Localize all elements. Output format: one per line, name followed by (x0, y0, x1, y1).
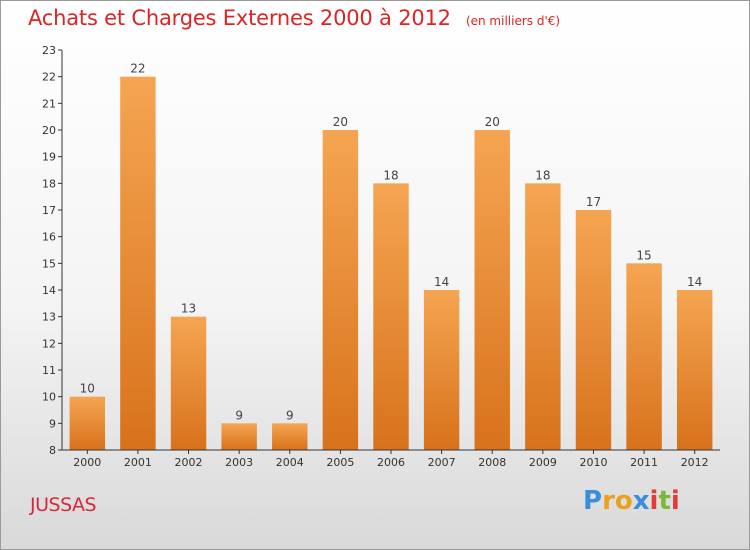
y-tick-label: 23 (42, 44, 56, 57)
y-tick-label: 11 (42, 364, 56, 377)
bar-2009 (525, 183, 561, 451)
bar-2007 (423, 290, 460, 450)
x-tick-label: 2011 (630, 456, 658, 469)
y-tick-label: 14 (42, 284, 56, 297)
proxiti-logo: Proxiti (583, 486, 680, 516)
bar-2008 (474, 130, 510, 450)
chart-header: Achats et Charges Externes 2000 à 2012 (… (28, 6, 560, 30)
x-tick-label: 2010 (579, 456, 607, 469)
x-tick-label: 2012 (681, 456, 709, 469)
chart-subtitle: (en milliers d'€) (465, 14, 561, 28)
y-tick-label: 21 (42, 97, 56, 110)
y-tick-label: 13 (42, 311, 56, 324)
chart-title: Achats et Charges Externes 2000 à 2012 (28, 6, 451, 30)
bar-2011 (626, 263, 662, 450)
y-tick-label: 18 (42, 177, 56, 190)
y-tick-label: 17 (42, 204, 56, 217)
logo-letter: o (614, 486, 633, 516)
bar-value-label: 18 (383, 168, 398, 182)
bar-2000 (69, 396, 106, 450)
bar-value-label: 20 (333, 115, 348, 129)
bar-2003 (221, 423, 257, 450)
x-tick-label: 2009 (529, 456, 557, 469)
logo-letter: P (583, 486, 603, 516)
x-tick-label: 2001 (124, 456, 152, 469)
commune-name: JUSSAS (30, 494, 97, 516)
y-tick-label: 8 (49, 444, 56, 457)
bar-value-label: 15 (636, 248, 651, 262)
y-tick-label: 10 (42, 391, 56, 404)
y-tick-label: 15 (42, 257, 56, 270)
logo-letter: x (632, 486, 650, 516)
y-tick-label: 22 (42, 71, 56, 84)
x-tick-label: 2007 (428, 456, 456, 469)
x-tick-label: 2008 (478, 456, 506, 469)
x-tick-label: 2000 (73, 456, 101, 469)
x-tick-label: 2004 (276, 456, 304, 469)
bar-2012 (676, 290, 713, 450)
bar-2006 (373, 183, 409, 451)
x-tick-label: 2002 (175, 456, 203, 469)
y-tick-label: 12 (42, 337, 56, 350)
bar-value-label: 10 (80, 382, 95, 396)
logo-letter: t (658, 486, 671, 516)
y-tick-label: 20 (42, 124, 56, 137)
bar-value-label: 14 (687, 275, 702, 289)
bar-value-label: 9 (235, 408, 243, 422)
logo-letter: i (649, 486, 659, 516)
logo-letter: r (602, 486, 615, 516)
bar-2005 (322, 130, 359, 450)
bar-value-label: 9 (286, 408, 294, 422)
bar-value-label: 22 (130, 62, 145, 76)
bar-value-label: 14 (434, 275, 449, 289)
bar-2010 (575, 210, 612, 450)
bar-value-label: 17 (586, 195, 601, 209)
bar-2004 (272, 423, 308, 450)
bar-value-label: 18 (535, 168, 550, 182)
logo-letter: i (670, 486, 680, 516)
bar-value-label: 20 (485, 115, 500, 129)
bar-value-label: 13 (181, 302, 196, 316)
y-tick-label: 9 (49, 417, 56, 430)
x-tick-label: 2005 (326, 456, 354, 469)
y-tick-label: 16 (42, 231, 56, 244)
bar-2002 (170, 316, 207, 450)
x-tick-label: 2003 (225, 456, 253, 469)
x-tick-label: 2006 (377, 456, 405, 469)
bar-2001 (120, 76, 156, 451)
y-tick-label: 19 (42, 151, 56, 164)
